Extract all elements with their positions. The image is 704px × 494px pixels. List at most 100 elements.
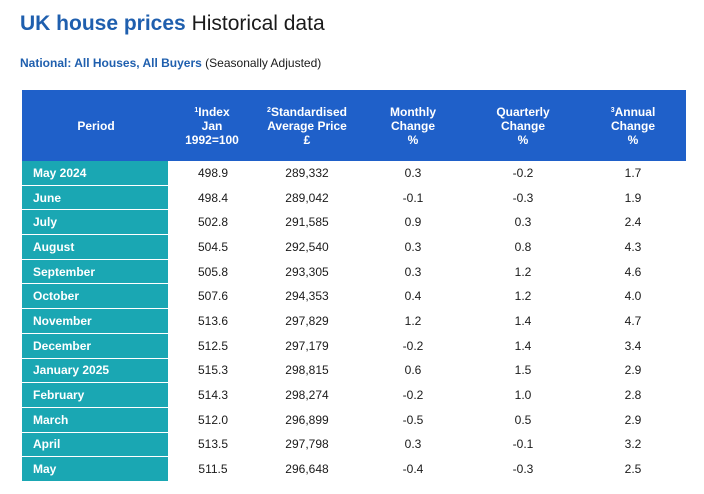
cell-quarterly-change: 1.2 [466, 259, 580, 285]
column-header-line: 2Standardised [267, 104, 347, 119]
cell-quarterly-change: -0.3 [466, 185, 580, 211]
cell-index: 504.5 [170, 234, 254, 260]
column-header-period: Period [22, 90, 170, 161]
cell-index: 512.0 [170, 407, 254, 433]
table-row: May 2024 498.9 289,332 0.3 -0.2 1.7 [22, 161, 686, 186]
column-header-line: Change [500, 118, 545, 133]
column-header-line: Quarterly [496, 104, 550, 119]
cell-quarterly-change: 1.5 [466, 358, 580, 384]
column-header-line: % [407, 132, 419, 147]
cell-period: May 2024 [22, 161, 172, 186]
cell-quarterly-change: -0.2 [466, 161, 580, 186]
cell-period: June [22, 185, 172, 211]
column-header-line: Change [610, 118, 655, 133]
column-header-index: 1Index Jan 1992=100 [170, 90, 254, 161]
cell-annual-change: 2.4 [580, 209, 686, 236]
cell-period: March [22, 407, 172, 433]
cell-average-price: 297,798 [254, 432, 360, 458]
cell-period: January 2025 [22, 358, 172, 384]
cell-annual-change: 4.3 [580, 234, 686, 260]
cell-index: 513.6 [170, 308, 254, 334]
table-row: January 2025 515.3 298,815 0.6 1.5 2.9 [22, 358, 686, 384]
cell-monthly-change: 0.3 [360, 161, 466, 186]
cell-average-price: 292,540 [254, 234, 360, 260]
cell-period: September [22, 259, 172, 285]
table-row: March 512.0 296,899 -0.5 0.5 2.9 [22, 407, 686, 433]
cell-index: 512.5 [170, 333, 254, 359]
cell-index: 498.9 [170, 161, 254, 186]
column-header-annual-change: 3Annual Change% [580, 90, 686, 161]
footnote-marker: 2 [267, 106, 271, 114]
page-subtitle-highlight: National: All Houses, All Buyers [20, 56, 202, 70]
cell-period: February [22, 382, 172, 408]
column-header-line: 1Index [194, 104, 230, 119]
column-header-quarterly-change: Quarterly Change% [466, 90, 580, 161]
cell-annual-change: 1.9 [580, 185, 686, 211]
cell-annual-change: 2.8 [580, 382, 686, 408]
cell-average-price: 297,179 [254, 333, 360, 359]
column-header-average-price: 2Standardised Average Price £ [254, 90, 360, 161]
cell-period: April [22, 432, 172, 458]
cell-period: November [22, 308, 172, 334]
page-subtitle-rest: (Seasonally Adjusted) [205, 56, 322, 70]
cell-monthly-change: 0.4 [360, 283, 466, 310]
cell-monthly-change: 0.9 [360, 209, 466, 236]
page-title-rest: Historical data [191, 12, 325, 35]
cell-quarterly-change: -0.1 [466, 432, 580, 458]
cell-quarterly-change: 1.4 [466, 333, 580, 359]
cell-quarterly-change: 1.4 [466, 308, 580, 334]
cell-average-price: 296,899 [254, 407, 360, 433]
cell-quarterly-change: 0.8 [466, 234, 580, 260]
page-title: UK house prices Historical data [20, 12, 325, 36]
column-header-line: 1992=100 [185, 132, 239, 147]
cell-monthly-change: 0.6 [360, 358, 466, 384]
cell-monthly-change: 0.3 [360, 432, 466, 458]
column-header-monthly-change: Monthly Change% [360, 90, 466, 161]
cell-average-price: 297,829 [254, 308, 360, 334]
cell-quarterly-change: 1.2 [466, 283, 580, 310]
cell-index: 515.3 [170, 358, 254, 384]
cell-index: 514.3 [170, 382, 254, 408]
cell-quarterly-change: 0.5 [466, 407, 580, 433]
cell-index: 505.8 [170, 259, 254, 285]
cell-average-price: 298,274 [254, 382, 360, 408]
cell-average-price: 289,332 [254, 161, 360, 186]
cell-index: 502.8 [170, 209, 254, 236]
cell-index: 511.5 [170, 456, 254, 482]
table-header: Period 1Index Jan 1992=100 2Standardised Aver… [22, 90, 686, 161]
column-header-line: Monthly [390, 104, 436, 119]
table-row: May 511.5 296,648 -0.4 -0.3 2.5 [22, 456, 686, 482]
cell-annual-change: 2.5 [580, 456, 686, 482]
cell-period: May [22, 456, 172, 482]
table-body: May 2024 498.9 289,332 0.3 -0.2 1.7 June 498.4 2… [22, 161, 686, 482]
column-header-line: Period [77, 118, 115, 133]
cell-period: December [22, 333, 172, 359]
cell-annual-change: 4.6 [580, 259, 686, 285]
table-row: April 513.5 297,798 0.3 -0.1 3.2 [22, 432, 686, 458]
table-row: July 502.8 291,585 0.9 0.3 2.4 [22, 209, 686, 236]
table-header-row: Period 1Index Jan 1992=100 2Standardised Aver… [22, 90, 686, 161]
cell-monthly-change: -0.5 [360, 407, 466, 433]
footnote-marker: 1 [194, 106, 199, 114]
cell-average-price: 293,305 [254, 259, 360, 285]
cell-period: July [22, 209, 172, 236]
column-header-line: % [517, 132, 529, 147]
page-subtitle: National: All Houses, All Buyers (Season… [20, 56, 321, 70]
cell-index: 507.6 [170, 283, 254, 310]
column-header-line: Jan [201, 118, 223, 133]
cell-annual-change: 2.9 [580, 407, 686, 433]
cell-average-price: 291,585 [254, 209, 360, 236]
table-row: October 507.6 294,353 0.4 1.2 4.0 [22, 283, 686, 310]
column-header-line: Average Price [267, 118, 347, 133]
column-header-line: 3Annual [610, 104, 656, 119]
cell-monthly-change: 0.3 [360, 234, 466, 260]
column-header-line: % [627, 132, 639, 147]
cell-monthly-change: 1.2 [360, 308, 466, 334]
cell-average-price: 289,042 [254, 185, 360, 211]
column-header-line: £ [303, 132, 311, 147]
cell-annual-change: 2.9 [580, 358, 686, 384]
cell-monthly-change: -0.4 [360, 456, 466, 482]
cell-annual-change: 4.7 [580, 308, 686, 334]
page-title-highlight: UK house prices [20, 12, 186, 35]
table-row: September 505.8 293,305 0.3 1.2 4.6 [22, 259, 686, 285]
